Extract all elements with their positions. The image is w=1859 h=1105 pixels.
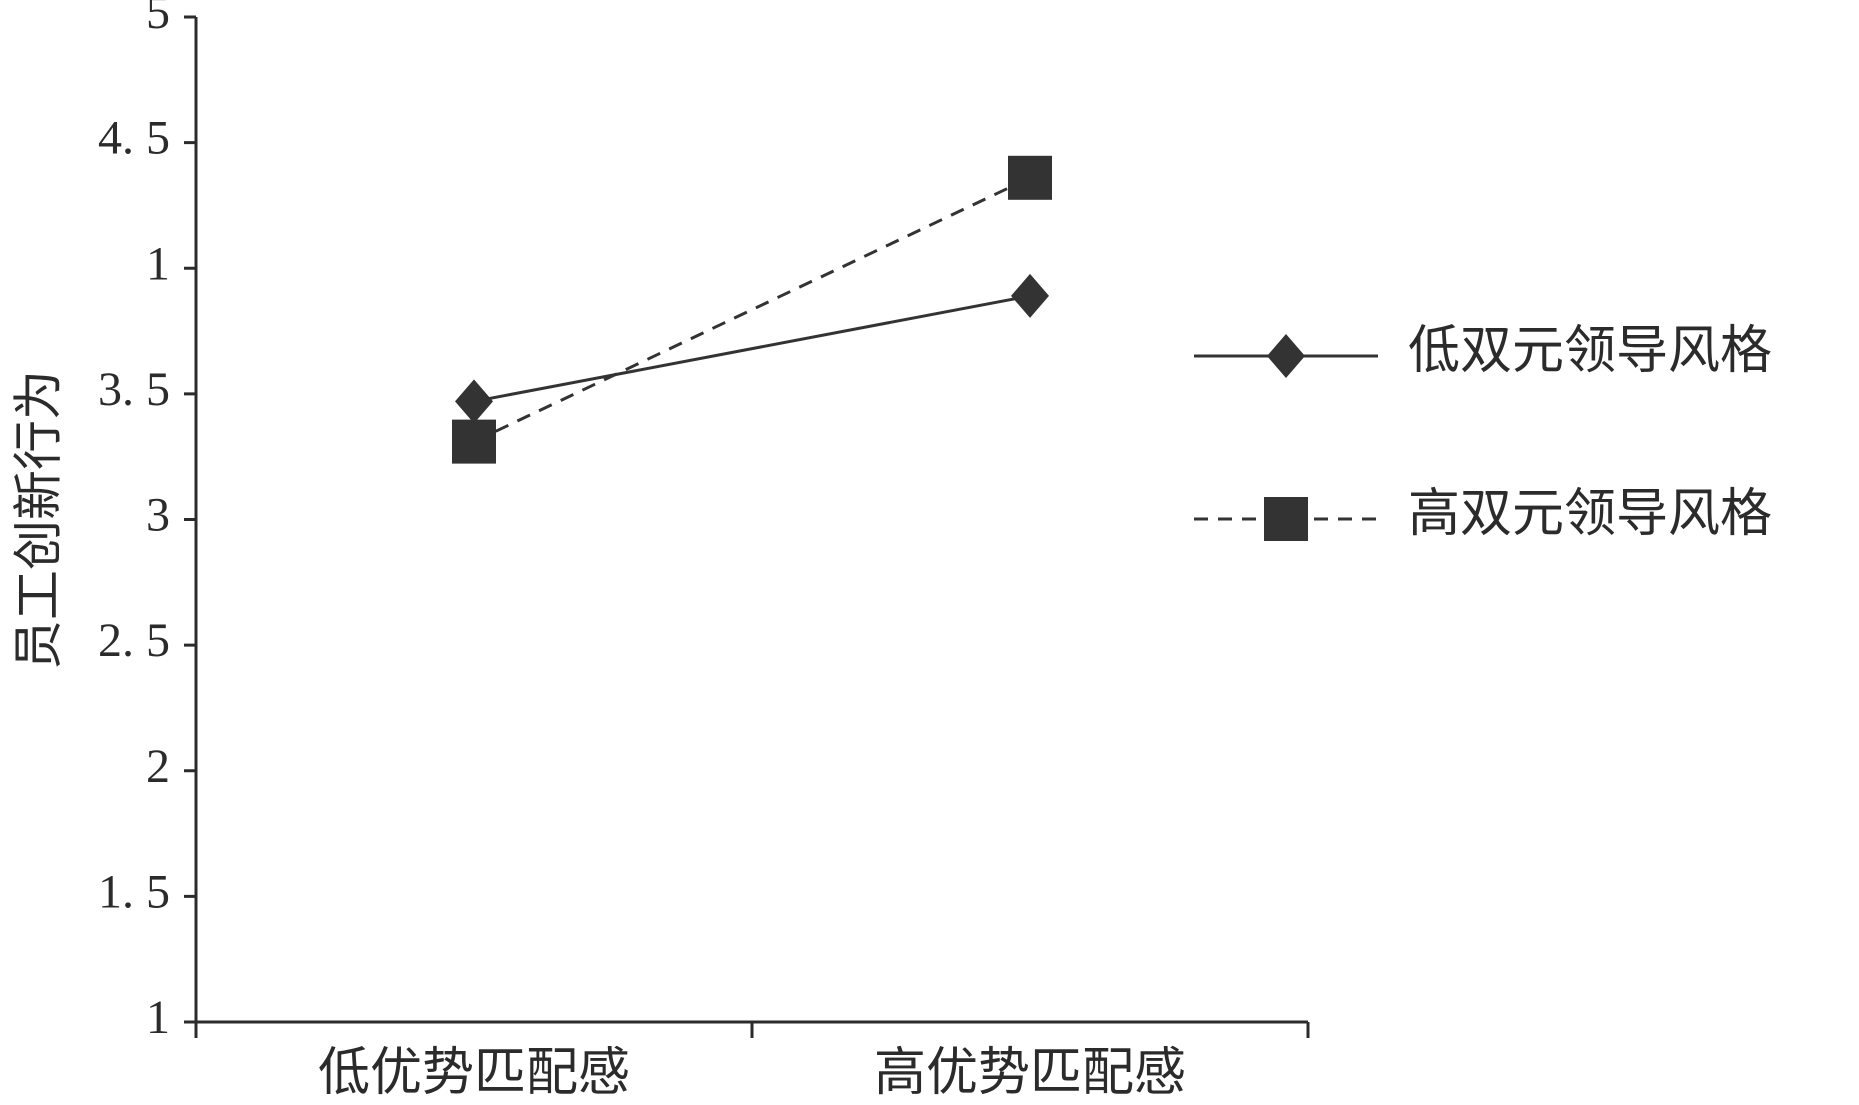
y-axis-title: 员工创新行为 [10,370,66,670]
y-tick-label: 1. 5 [98,865,170,918]
y-tick-label: 5 [146,0,170,39]
legend-label: 低双元领导风格 [1408,323,1772,380]
y-tick-label: 3 [146,489,170,542]
y-tick-label: 3. 5 [98,363,170,416]
series-line [473,294,1031,403]
data-point [452,419,496,464]
legend-marker [1264,497,1308,541]
y-tick-label: 2 [146,740,170,793]
y-tick-label: 1 [146,991,170,1044]
data-point [1011,273,1049,318]
legend-label: 高双元领导风格 [1408,486,1772,543]
x-tick-label: 高优势匹配感 [874,1045,1186,1102]
legend-marker [1267,334,1305,378]
x-tick-label: 低优势匹配感 [318,1045,630,1102]
series-line [473,176,1031,443]
y-tick-label: 2. 5 [98,614,170,667]
y-tick-label: 1 [146,237,170,290]
data-point [455,379,493,424]
data-point [1008,155,1052,200]
y-tick-label: 4. 5 [98,112,170,165]
